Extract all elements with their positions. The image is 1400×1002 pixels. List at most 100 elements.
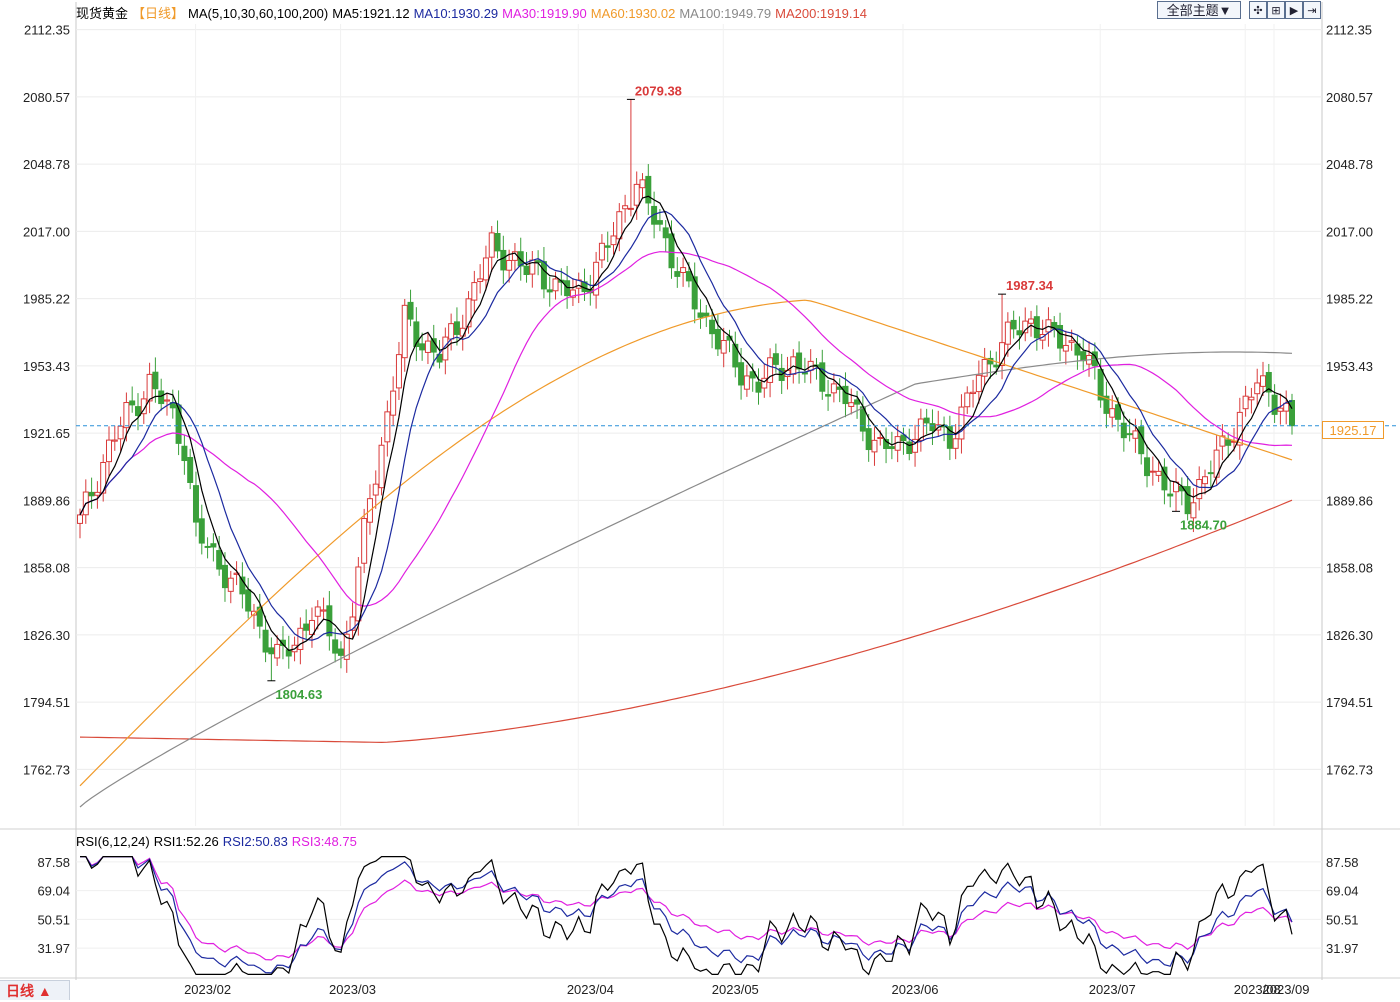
date-tick-label: 2023/04 [567, 982, 614, 997]
candle-body [129, 400, 136, 406]
candle-body [639, 179, 646, 189]
candle-body [1277, 407, 1284, 412]
date-tick-label: 2023/08 [1234, 982, 1281, 997]
candle-body [77, 514, 83, 524]
candle-body [192, 485, 199, 523]
candle-body [105, 439, 112, 463]
candle-body [755, 381, 762, 393]
price-tick-right: 1985.22 [1326, 292, 1373, 307]
theme-dropdown[interactable]: 全部主题▼ [1157, 1, 1241, 19]
candle-body [999, 342, 1006, 366]
ma30-line [79, 251, 1293, 607]
ma60-line [79, 299, 1293, 787]
candle-body [627, 207, 634, 210]
period-tab[interactable]: 日线 ▲ [0, 980, 70, 1000]
candle-body [88, 491, 95, 497]
candle-body [111, 439, 118, 442]
candle-body [1289, 399, 1295, 427]
candle-body [175, 404, 182, 444]
candle-body [314, 606, 321, 617]
expand-icon[interactable]: ⇥ [1303, 1, 1321, 19]
crosshair-icon[interactable]: ✣ [1249, 1, 1267, 19]
candle-body [372, 483, 379, 496]
candle-body [1120, 422, 1127, 439]
candle-body [239, 576, 246, 595]
rsi-tick-right: 87.58 [1326, 855, 1359, 870]
candle-body [117, 425, 124, 440]
candle-body [674, 271, 681, 277]
price-tick-left: 1826.30 [23, 628, 70, 643]
play-icon[interactable]: ▶ [1285, 1, 1303, 19]
candle-body [216, 550, 223, 570]
candle-body [303, 623, 310, 631]
candle-body [958, 406, 965, 440]
candle-body [378, 444, 385, 489]
candle-body [616, 211, 623, 240]
candle-body [981, 358, 988, 377]
candle-body [349, 616, 356, 631]
candle-body [1207, 472, 1214, 475]
rsi-tick-left: 69.04 [37, 884, 70, 899]
candle-body [975, 374, 982, 393]
candle-body [1196, 479, 1203, 500]
candle-body [680, 267, 687, 273]
candle-body [796, 352, 803, 370]
date-tick-label: 2023/07 [1089, 982, 1136, 997]
candle-body [1010, 319, 1017, 330]
rsi1-line [80, 856, 1293, 976]
ma10-line [79, 210, 1293, 641]
candle-body [1254, 382, 1261, 395]
rsi-legend: RSI(6,12,24) RSI1:52.26 RSI2:50.83 RSI3:48.… [76, 834, 361, 849]
candle-body [221, 564, 228, 589]
candle-body [448, 323, 455, 340]
candle-body [158, 390, 165, 405]
candle-body [1161, 466, 1168, 491]
rsi-tick-left: 87.58 [37, 855, 70, 870]
rsi2-line [80, 856, 1293, 974]
price-tick-left: 1921.65 [23, 426, 70, 441]
candle-body [1149, 470, 1156, 473]
rsi3-line [80, 856, 1293, 961]
candle-body [465, 298, 472, 328]
candle-body [714, 328, 721, 350]
candle-body [946, 426, 953, 449]
candle-body [337, 648, 344, 656]
candle-body [1271, 394, 1278, 415]
candle-body [523, 265, 530, 276]
candle-body [535, 260, 542, 263]
candle-body [123, 402, 130, 429]
candle-body [1219, 435, 1226, 447]
candle-body [761, 377, 768, 389]
candle-body [1225, 439, 1232, 446]
candle-body [395, 354, 402, 389]
candle-body [1283, 402, 1290, 412]
candle-body [720, 339, 727, 354]
rsi-tick-right: 50.51 [1326, 912, 1359, 927]
candle-body [1109, 408, 1116, 418]
candle-body [703, 312, 710, 317]
candle-body [256, 606, 263, 627]
candle-body [407, 301, 414, 320]
ma200-line [79, 499, 1293, 744]
ma5-value: MA5:1921.12 [332, 6, 410, 21]
candle-body [152, 371, 159, 390]
candles [77, 99, 1295, 681]
candle-body [569, 289, 576, 298]
ma5-line [79, 195, 1293, 652]
price-tick-left: 2112.35 [24, 23, 70, 38]
date-tick-label: 2023/09 [1263, 982, 1310, 997]
candle-body [906, 441, 913, 455]
candle-body [1138, 426, 1145, 455]
candle-body [923, 417, 930, 424]
price-tick-left: 2048.78 [23, 157, 70, 172]
candle-body [477, 278, 484, 282]
candle-body [146, 373, 153, 402]
candle-body [163, 399, 170, 402]
price-tick-left: 1953.43 [23, 359, 70, 374]
zoom-fit-icon[interactable]: ⊞ [1267, 1, 1285, 19]
candle-body [685, 271, 692, 282]
candle-body [801, 372, 808, 375]
candle-body [210, 543, 217, 548]
price-tick-right: 2048.78 [1326, 157, 1373, 172]
